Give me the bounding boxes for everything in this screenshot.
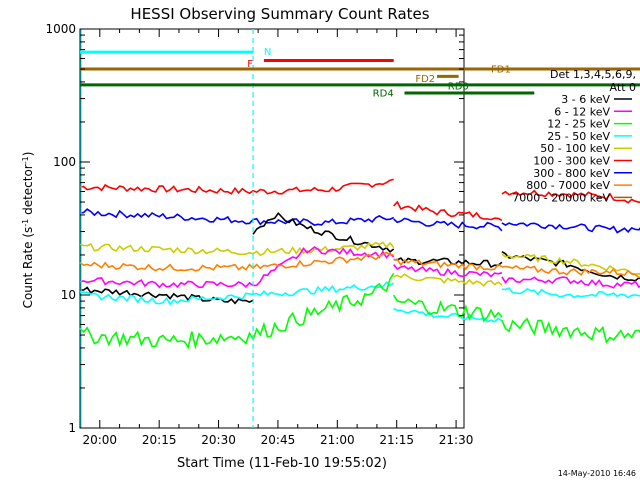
legend-label: 100 - 300 keV xyxy=(533,155,610,168)
chart-title: HESSI Observing Summary Count Rates xyxy=(130,5,429,23)
series-segment-2 xyxy=(501,276,640,289)
series-segment-1 xyxy=(393,217,503,232)
legend-label: 50 - 100 keV xyxy=(540,142,610,155)
y-tick-label: 100 xyxy=(53,155,76,169)
legend-label: 25 - 50 keV xyxy=(547,130,610,143)
x-tick-label: 20:30 xyxy=(201,433,236,447)
y-tick-label: 1000 xyxy=(45,22,76,36)
series-layer xyxy=(79,178,640,350)
series-50-100-kev xyxy=(79,241,640,288)
series-segment-0 xyxy=(79,246,395,289)
x-axis-label: Start Time (11-Feb-10 19:55:02) xyxy=(177,456,387,471)
flare-flag-label: F xyxy=(247,59,253,70)
series-segment-0 xyxy=(79,281,395,306)
y-axis-label: Count Rate (s-1 detector-1) xyxy=(21,152,36,309)
legend-label: 7000 - 20000 keV xyxy=(512,191,610,204)
series-segment-1 xyxy=(393,273,503,288)
rd0-flag-label: RD0 xyxy=(448,82,469,93)
footer-date: 14-May-2010 16:46 xyxy=(558,469,636,478)
legend-title-detectors: Det 1,3,4,5,6,9, xyxy=(550,68,636,81)
rd4-flag-label: RD4 xyxy=(373,89,394,100)
x-tick-label: 21:00 xyxy=(320,433,355,447)
series-100-300-kev xyxy=(79,178,640,222)
series-segment-2 xyxy=(501,264,640,279)
series-segment-2 xyxy=(501,287,640,299)
x-tick-label: 20:15 xyxy=(142,433,177,447)
series-800-7000-kev xyxy=(79,251,640,279)
x-tick-label: 20:45 xyxy=(261,433,296,447)
series-segment-0 xyxy=(79,241,395,257)
series-segment-0 xyxy=(79,272,395,350)
series-segment-3 xyxy=(501,251,640,282)
series-segment-0 xyxy=(79,178,394,195)
legend-label: 12 - 25 keV xyxy=(547,118,610,131)
series-segment-0 xyxy=(80,286,254,305)
plot-area xyxy=(79,28,465,429)
axis-layer: 20:00 20:15 20:30 20:45 21:00 21:15 21:30 1 10 10… xyxy=(45,22,473,447)
legend-label: 3 - 6 keV xyxy=(561,93,610,106)
x-tick-label: 21:30 xyxy=(439,433,474,447)
series-segment-0 xyxy=(79,251,394,272)
fd2-flag-label: FD2 xyxy=(415,74,435,85)
series-segment-1 xyxy=(393,258,503,271)
y-tick-label: 1 xyxy=(68,421,76,435)
series-segment-1 xyxy=(393,294,503,323)
x-tick-label: 20:00 xyxy=(82,433,117,447)
series-segment-2 xyxy=(501,222,640,234)
series-segment-0 xyxy=(79,208,395,226)
x-tick-label: 21:15 xyxy=(379,433,414,447)
series-segment-1 xyxy=(252,211,395,253)
fd1-flag-label: FD1 xyxy=(491,65,511,76)
series-segment-2 xyxy=(501,189,640,204)
legend-label: 6 - 12 keV xyxy=(554,105,610,118)
y-tick-label: 10 xyxy=(61,288,76,302)
legend-title-attenuator: Att 0 xyxy=(610,81,636,94)
series-6-12-kev xyxy=(79,246,640,289)
night-flag-label: N xyxy=(264,47,271,58)
flags-layer: NFSFD1FD2RD0RD4 xyxy=(80,29,640,428)
legend-label: 300 - 800 keV xyxy=(533,167,610,180)
series-12-25-kev xyxy=(79,272,640,350)
series-300-800-kev xyxy=(79,208,640,234)
series-segment-2 xyxy=(501,317,640,344)
series-segment-1 xyxy=(393,200,503,222)
legend-label: 800 - 7000 keV xyxy=(526,179,610,192)
plot-frame xyxy=(79,28,465,429)
series-segment-1 xyxy=(393,264,503,278)
